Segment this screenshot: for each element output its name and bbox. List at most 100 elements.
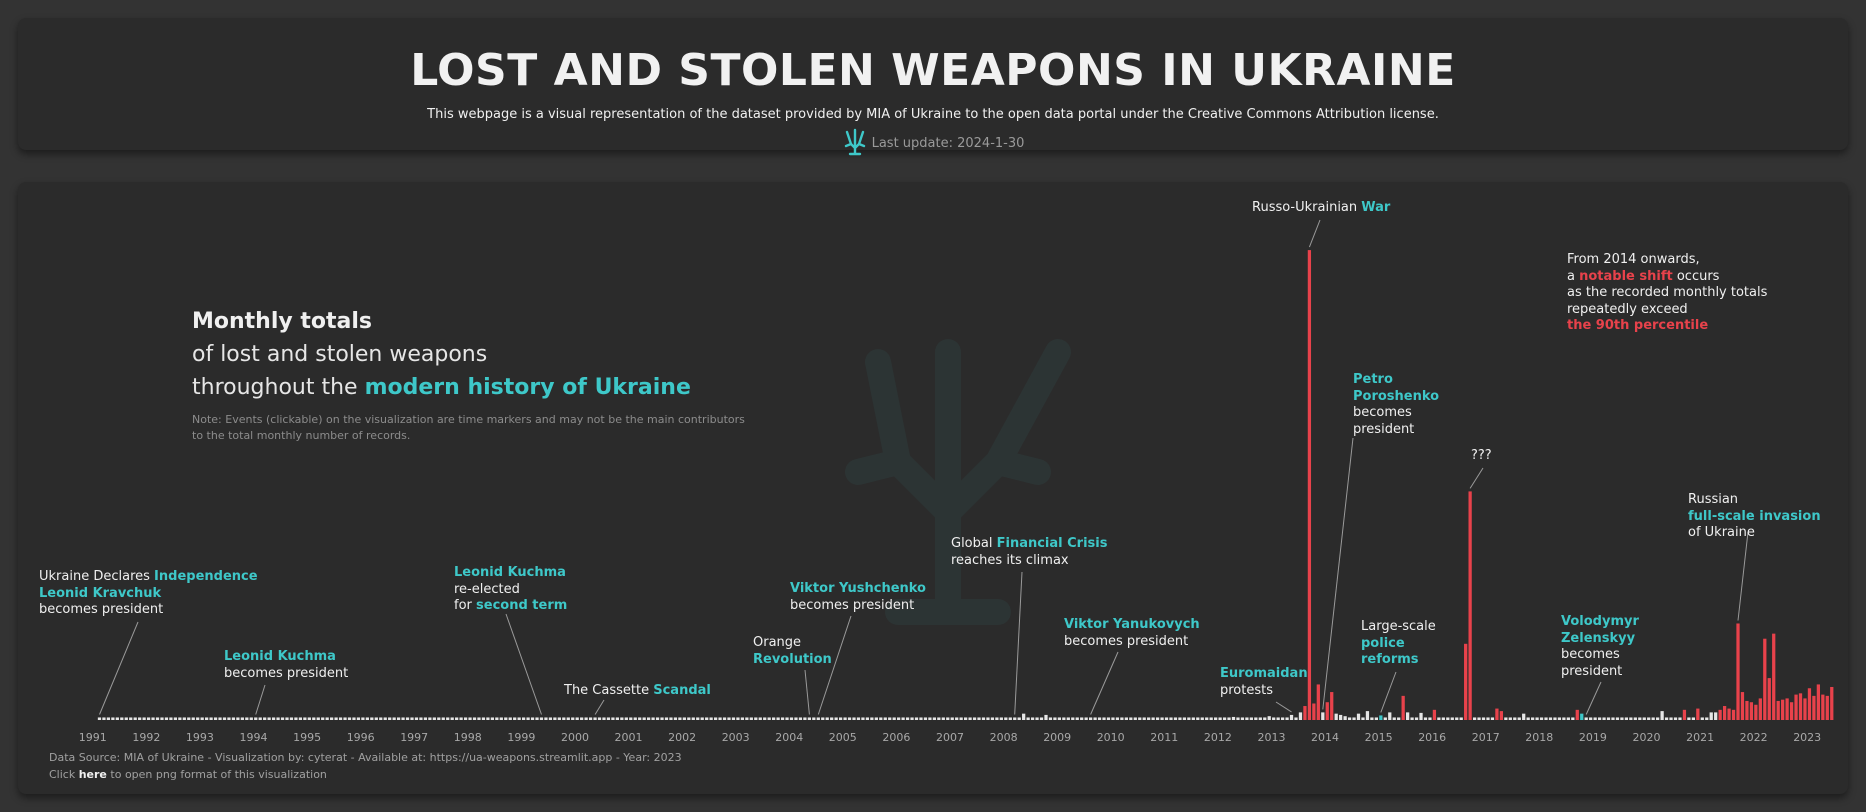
bar bbox=[1124, 717, 1128, 720]
bar bbox=[602, 717, 606, 720]
x-tick-label: 1992 bbox=[132, 731, 160, 744]
event-independence[interactable]: Ukraine Declares Independence Leonid Kra… bbox=[39, 569, 258, 619]
bar bbox=[1798, 693, 1803, 720]
bar bbox=[513, 717, 517, 720]
event-kuchma-president[interactable]: Leonid Kuchma becomes president bbox=[224, 649, 348, 682]
event-highlight: Petro bbox=[1353, 372, 1393, 387]
trident-icon bbox=[844, 128, 865, 156]
bar bbox=[696, 717, 700, 720]
bar bbox=[1280, 717, 1285, 720]
event-leader-line bbox=[505, 613, 542, 715]
png-link[interactable]: here bbox=[78, 767, 107, 781]
bar bbox=[1633, 717, 1637, 720]
event-yushchenko[interactable]: Viktor Yushchenko becomes president bbox=[790, 581, 926, 614]
event-highlight: Poroshenko bbox=[1353, 388, 1440, 404]
bar bbox=[1258, 717, 1262, 720]
shift-text: as the recorded monthly totals bbox=[1567, 285, 1768, 300]
x-tick-label: 2003 bbox=[722, 731, 750, 744]
event-leader-line bbox=[1090, 651, 1119, 715]
bar bbox=[1410, 717, 1414, 720]
bar bbox=[647, 717, 651, 720]
x-tick-label: 2015 bbox=[1365, 731, 1393, 744]
bar bbox=[526, 717, 530, 720]
bar bbox=[1812, 695, 1816, 720]
event-financial-crisis[interactable]: Global Financial Crisis reaches its clim… bbox=[951, 536, 1107, 569]
bar bbox=[1548, 717, 1553, 720]
bar bbox=[1539, 717, 1544, 720]
event-highlight: War bbox=[1361, 200, 1391, 215]
bar bbox=[834, 717, 838, 720]
bar bbox=[1589, 717, 1593, 720]
png-link-suffix: to open png format of this visualization bbox=[106, 767, 327, 781]
bar bbox=[722, 717, 727, 720]
bar bbox=[468, 717, 472, 720]
bar bbox=[1557, 717, 1562, 720]
event-yanukovych[interactable]: Viktor Yanukovych becomes president bbox=[1064, 617, 1200, 650]
bar bbox=[1531, 717, 1535, 720]
bar bbox=[517, 717, 521, 720]
bar bbox=[1352, 717, 1356, 720]
event-zelenskyy[interactable]: Volodymyr Zelenskyy becomes president bbox=[1561, 614, 1639, 680]
x-tick-label: 2014 bbox=[1311, 731, 1339, 744]
event-text: for bbox=[454, 598, 477, 613]
event-orange-revolution[interactable]: Orange Revolution bbox=[753, 635, 832, 668]
event-euromaidan[interactable]: Euromaidan protests bbox=[1220, 666, 1308, 699]
event-leader-line bbox=[255, 684, 266, 715]
event-text: of Ukraine bbox=[1688, 525, 1755, 540]
bar bbox=[423, 717, 428, 720]
bar bbox=[1566, 717, 1570, 720]
event-text: becomes bbox=[1561, 647, 1620, 662]
bar bbox=[905, 717, 910, 720]
bar bbox=[437, 717, 441, 720]
event-poroshenko[interactable]: Petro Poroshenko becomes president bbox=[1353, 372, 1439, 438]
x-tick-label: 2002 bbox=[668, 731, 696, 744]
event-unknown-spike[interactable]: ??? bbox=[1471, 448, 1492, 465]
event-police-reforms[interactable]: Large-scale police reforms bbox=[1361, 619, 1436, 669]
event-kuchma-second-term[interactable]: Leonid Kuchma re-elected for second term bbox=[454, 565, 567, 615]
bar bbox=[1718, 709, 1722, 720]
bar bbox=[428, 717, 432, 720]
last-update: Last update: 2024-1-30 bbox=[18, 128, 1848, 158]
event-leader-line bbox=[1308, 219, 1321, 248]
event-russo-ukrainian-war[interactable]: Russo-Ukrainian War bbox=[1252, 200, 1390, 217]
bar bbox=[1035, 717, 1039, 720]
intro-line-2: of lost and stolen weapons bbox=[192, 342, 488, 367]
bar bbox=[1660, 711, 1664, 720]
bar bbox=[1030, 717, 1035, 720]
bar bbox=[767, 717, 771, 720]
bar bbox=[535, 717, 539, 720]
bar bbox=[1303, 706, 1307, 720]
event-highlight: Zelenskyy bbox=[1561, 630, 1636, 646]
intro-line-3: throughout the modern history of Ukraine bbox=[192, 371, 812, 404]
bar bbox=[254, 717, 258, 720]
event-full-scale-invasion[interactable]: Russian full-scale invasion of Ukraine bbox=[1688, 492, 1821, 542]
bar bbox=[1330, 692, 1334, 720]
bar bbox=[718, 717, 722, 720]
bar bbox=[638, 717, 642, 720]
bar bbox=[267, 717, 271, 720]
bar bbox=[1187, 717, 1191, 720]
event-cassette-scandal[interactable]: The Cassette Scandal bbox=[564, 683, 711, 700]
bar bbox=[1593, 717, 1597, 720]
bar bbox=[1526, 717, 1530, 720]
event-text: The Cassette bbox=[564, 683, 654, 698]
event-highlight: full-scale invasion bbox=[1688, 508, 1821, 524]
footer: Data Source: MIA of Ukraine - Visualizat… bbox=[49, 750, 682, 783]
data-source: Data Source: MIA of Ukraine - Visualizat… bbox=[49, 751, 682, 764]
bar bbox=[1008, 717, 1012, 720]
bar bbox=[1495, 708, 1499, 720]
bar bbox=[1102, 717, 1106, 720]
intro-line-1: Monthly totals bbox=[192, 309, 373, 334]
bar bbox=[941, 717, 945, 720]
bar bbox=[606, 717, 611, 720]
bar bbox=[414, 717, 419, 720]
event-leader-line bbox=[1380, 671, 1397, 713]
event-leader-line bbox=[817, 615, 852, 715]
intro-line-3-prefix: throughout the bbox=[192, 375, 365, 400]
bar bbox=[1682, 709, 1687, 720]
bar bbox=[901, 717, 905, 720]
bar bbox=[1205, 717, 1209, 720]
bar bbox=[807, 717, 811, 720]
bar bbox=[955, 717, 959, 720]
bar bbox=[343, 717, 347, 720]
